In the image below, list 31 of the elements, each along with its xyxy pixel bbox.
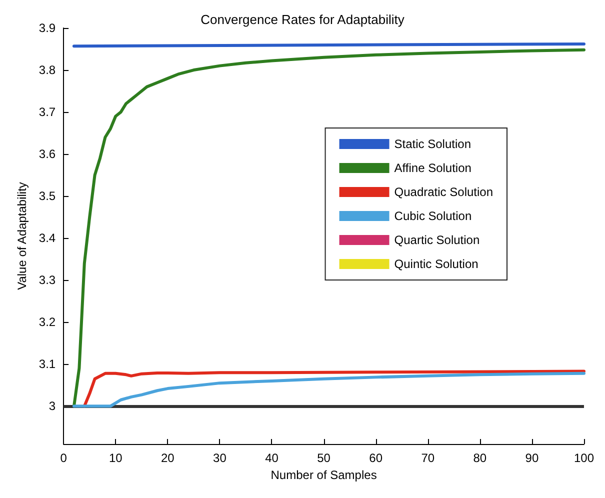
y-tick-label: 3.3: [38, 273, 56, 288]
x-tick-label: 20: [160, 451, 175, 465]
x-tick-label: 0: [60, 451, 68, 465]
y-tick-label: 3.6: [38, 147, 56, 162]
y-tick-label: 3.5: [38, 189, 56, 204]
x-tick-label: 30: [213, 451, 227, 465]
x-tick-label: 80: [473, 451, 487, 465]
x-tick-label: 100: [574, 451, 594, 465]
x-tick-label: 40: [265, 451, 279, 465]
legend-label: Quadratic Solution: [394, 185, 494, 199]
y-tick-label: 3.1: [38, 357, 56, 372]
legend-label: Quartic Solution: [394, 233, 480, 247]
y-tick-label: 3.8: [38, 63, 56, 78]
y-tick-label: 3.7: [38, 105, 56, 120]
x-tick-label: 10: [108, 451, 123, 465]
y-tick-label: 3.9: [38, 21, 56, 35]
x-axis-title: Number of Samples: [270, 468, 377, 482]
chart-title: Convergence Rates for Adaptability: [200, 12, 405, 27]
x-tick-label: 70: [421, 451, 435, 465]
legend-label: Quintic Solution: [394, 257, 478, 271]
y-tick-label: 3.4: [38, 231, 56, 246]
y-axis-title: Value of Adaptability: [15, 182, 29, 290]
x-tick-label: 50: [317, 451, 331, 465]
y-tick-label: 3: [48, 399, 56, 414]
line-series: [72, 48, 586, 408]
legend-label: Static Solution: [394, 137, 471, 151]
legend-label: Cubic Solution: [394, 209, 472, 223]
x-tick-label: 60: [369, 451, 383, 465]
y-tick-label: 3.2: [38, 315, 56, 330]
legend-label: Affine Solution: [394, 161, 472, 175]
x-tick-label: 90: [525, 451, 539, 465]
